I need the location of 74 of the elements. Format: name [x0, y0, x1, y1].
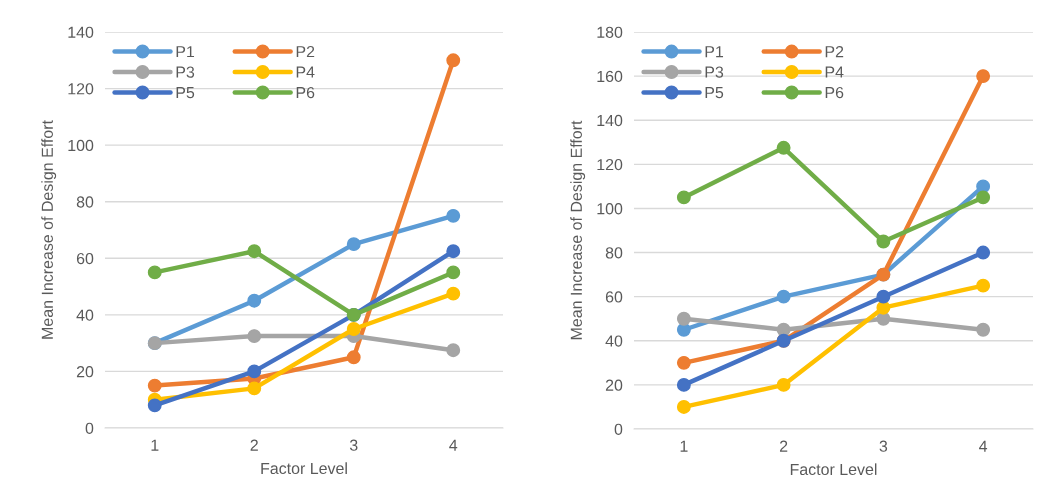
point [976, 278, 991, 293]
point [247, 293, 262, 308]
point [147, 378, 162, 393]
legend-label: P1 [705, 46, 724, 58]
point [147, 398, 162, 413]
point [247, 244, 262, 259]
y-tick-label: 40 [605, 335, 623, 347]
y-tick-label: 80 [76, 196, 94, 208]
y-tick-label: 0 [85, 422, 94, 434]
y-tick-label: 100 [597, 203, 623, 215]
point [346, 322, 361, 336]
y-tick-label: 40 [76, 309, 94, 321]
y-tick-label: 120 [68, 83, 94, 95]
legend-label: P5 [176, 87, 195, 99]
y-tick-label: 140 [597, 114, 623, 127]
legend-label: P6 [296, 86, 315, 99]
y-tick-label: 20 [605, 379, 623, 391]
point [247, 381, 262, 396]
legend-label: P3 [176, 66, 195, 78]
point [446, 53, 461, 68]
y-tick-label: 20 [76, 366, 94, 378]
legend-label: P6 [825, 86, 844, 99]
y-tick-label: 160 [597, 70, 623, 83]
point [776, 377, 791, 392]
x-tick-label: 3 [879, 440, 888, 452]
point [876, 289, 891, 304]
x-axis-title: Factor Level [261, 462, 347, 475]
legend-label: P4 [296, 66, 315, 78]
legend-label: P3 [705, 66, 724, 78]
y-tick-label: 80 [605, 247, 623, 259]
point [446, 208, 461, 223]
legend-label: P2 [825, 45, 844, 58]
y-tick-label: 100 [68, 139, 94, 152]
y-tick-label: 140 [68, 26, 94, 38]
point [676, 190, 691, 205]
y-axis-title: Mean Increase of Design Effort [570, 120, 586, 340]
y-tick-label: 60 [605, 291, 623, 303]
legend-label: P2 [296, 45, 315, 58]
point [346, 237, 361, 252]
point [776, 289, 791, 304]
y-tick-label: 180 [597, 26, 623, 38]
point [976, 322, 991, 337]
point [676, 377, 691, 392]
point [446, 244, 461, 259]
x-tick-label: 2 [779, 440, 788, 452]
point [976, 69, 991, 84]
x-tick-label: 4 [979, 440, 988, 452]
point [346, 350, 361, 365]
x-tick-label: 4 [449, 439, 458, 451]
point [147, 265, 162, 280]
point [676, 355, 691, 370]
point [976, 245, 991, 260]
y-tick-label: 0 [614, 423, 623, 435]
legend-label: P4 [825, 66, 844, 78]
x-tick-label: 1 [151, 439, 159, 451]
legend-label: P5 [705, 87, 724, 99]
x-tick-label: 2 [250, 439, 258, 451]
legend-label: P1 [176, 46, 195, 58]
point [676, 311, 691, 326]
point [776, 140, 791, 155]
point [676, 399, 691, 414]
point [247, 364, 262, 379]
y-axis-title: Mean Increase of Design Effort [41, 120, 57, 339]
x-axis-title: Factor Level [790, 463, 877, 476]
point [446, 265, 461, 280]
y-tick-label: 60 [76, 252, 94, 265]
x-tick-label: 3 [349, 439, 358, 451]
point [446, 286, 461, 301]
point [976, 190, 991, 205]
point [247, 329, 262, 344]
point [446, 343, 461, 358]
point [876, 234, 891, 249]
x-tick-label: 1 [680, 440, 688, 452]
y-tick-label: 120 [597, 158, 623, 171]
